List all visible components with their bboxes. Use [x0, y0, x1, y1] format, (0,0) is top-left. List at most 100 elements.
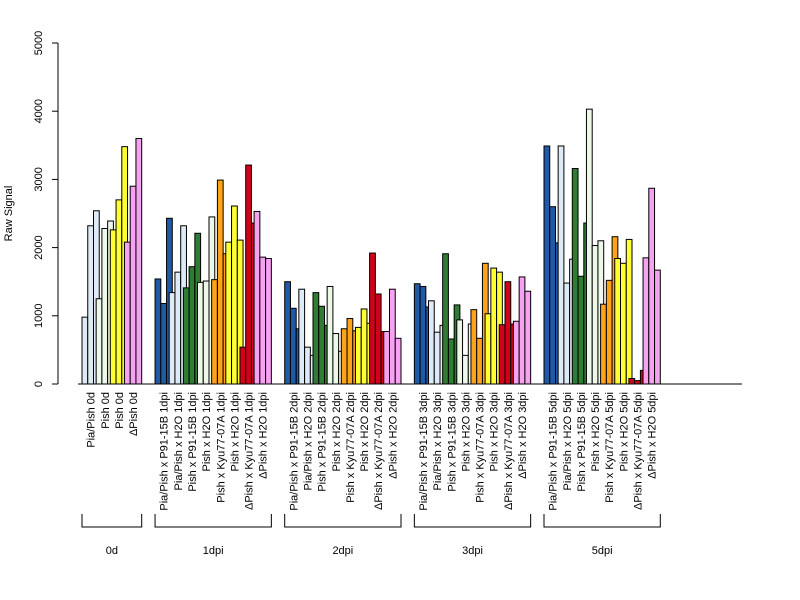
bar — [648, 187, 656, 385]
group-bracket — [413, 514, 532, 528]
x-category-label: ΔPish 0d — [128, 392, 140, 436]
bar — [476, 337, 483, 385]
group-bracket — [154, 514, 272, 528]
bar — [346, 318, 354, 385]
bar — [265, 258, 272, 385]
x-category-label: Pia/Pish x H2O 2dpi — [302, 392, 314, 490]
bar — [518, 276, 526, 385]
bar — [591, 245, 599, 385]
x-category-label: Pish 0d — [100, 392, 112, 429]
bar — [115, 199, 123, 385]
bar — [654, 269, 661, 385]
x-category-label: Pish x H2O 3dpi — [460, 392, 472, 471]
bar — [543, 145, 551, 385]
group-bracket — [543, 514, 661, 528]
bar — [577, 275, 585, 385]
bar — [389, 288, 396, 385]
x-category-label: ΔPish x H2O 1dpi — [258, 392, 270, 479]
bar — [239, 346, 247, 385]
bar — [332, 333, 340, 385]
x-category-label: Pish x P91-15B 3dpi — [446, 392, 458, 492]
x-category-label: Pish x H2O 1dpi — [229, 392, 241, 471]
y-tick-label: 2000 — [33, 235, 45, 259]
x-category-label: Pia/Pish x P91-15B 3dpi — [418, 392, 430, 511]
bar — [442, 253, 449, 385]
category-labels: Pia/Pish 0d Pish 0d Pish 0d ΔPish 0d Pia/Pis… — [86, 392, 659, 511]
y-tick-label: 1000 — [33, 304, 45, 328]
bar — [504, 281, 512, 385]
bars — [81, 108, 661, 385]
bar — [413, 283, 421, 385]
bar — [109, 229, 117, 385]
x-category-label: Pish 0d — [114, 392, 126, 429]
group-bracket — [284, 514, 402, 528]
bar — [298, 288, 306, 385]
bar — [245, 164, 252, 385]
bar — [620, 262, 627, 385]
x-category-label: Pish x H2O 5dpi — [618, 392, 630, 471]
bar — [289, 307, 297, 385]
x-category-label: ΔPish x H2O 2dpi — [387, 392, 399, 479]
x-category-label: ΔPish x Kyu77-07A 3dpi — [503, 392, 515, 510]
bar — [304, 346, 311, 385]
bar — [642, 257, 650, 385]
bar — [197, 281, 204, 385]
bar — [202, 280, 210, 385]
bar — [360, 308, 368, 385]
bar — [326, 285, 334, 385]
bar — [216, 179, 224, 385]
bar — [182, 287, 190, 385]
x-category-label: Pish x Kyu77-07A 2dpi — [345, 392, 357, 503]
bar — [340, 328, 348, 385]
bar — [419, 285, 427, 385]
x-category-label: Pish x Kyu77-07A 5dpi — [604, 392, 616, 503]
bar — [354, 326, 362, 385]
bar — [129, 185, 137, 385]
bar — [600, 303, 607, 385]
x-category-label: Pia/Pish x P91-15B 5dpi — [548, 392, 560, 511]
x-category-label: Pia/Pish x H2O 1dpi — [173, 392, 185, 490]
bar — [634, 380, 641, 385]
x-category-label: Pish x Kyu77-07A 1dpi — [215, 392, 227, 503]
group-label: 2dpi — [332, 545, 353, 557]
bar — [498, 324, 506, 385]
group-label: 3dpi — [462, 545, 483, 557]
x-category-label: ΔPish x Kyu77-07A 2dpi — [373, 392, 385, 510]
group-label: 1dpi — [203, 545, 224, 557]
x-category-label: ΔPish x Kyu77-07A 1dpi — [244, 392, 256, 510]
x-category-label: Pia/Pish 0d — [86, 392, 98, 448]
bar — [284, 281, 291, 385]
x-category-label: ΔPish x H2O 5dpi — [647, 392, 659, 479]
group-label: 0d — [106, 545, 118, 557]
bar — [462, 354, 469, 385]
x-category-label: Pish x Kyu77-07A 3dpi — [475, 392, 487, 503]
bar — [625, 238, 633, 385]
x-category-label: Pish x H2O 5dpi — [590, 392, 602, 471]
bar — [428, 300, 435, 385]
bar — [123, 241, 131, 385]
bar — [231, 205, 238, 385]
y-axis-title: Raw Signal — [3, 186, 15, 242]
bar — [571, 167, 579, 385]
bar — [605, 279, 613, 385]
bar — [563, 282, 571, 385]
bar — [312, 292, 320, 385]
group-bracket — [81, 514, 143, 528]
bar — [211, 279, 218, 385]
x-category-label: Pish x H2O 2dpi — [331, 392, 343, 471]
bar — [369, 252, 376, 385]
x-category-label: Pia/Pish x P91-15B 2dpi — [288, 392, 300, 511]
bar — [433, 331, 441, 385]
x-category-label: Pish x P91-15B 2dpi — [317, 392, 329, 492]
bar — [174, 271, 182, 385]
x-category-label: Pish x H2O 3dpi — [489, 392, 501, 471]
bar — [549, 206, 556, 385]
x-category-label: Pia/Pish x H2O 3dpi — [432, 392, 444, 490]
y-tick-label: 4000 — [33, 99, 45, 123]
x-category-label: Pia/Pish x H2O 5dpi — [562, 392, 574, 490]
bar — [456, 319, 464, 385]
bar — [512, 320, 520, 385]
x-category-label: Pish x P91-15B 1dpi — [187, 392, 199, 492]
bar — [95, 298, 103, 385]
